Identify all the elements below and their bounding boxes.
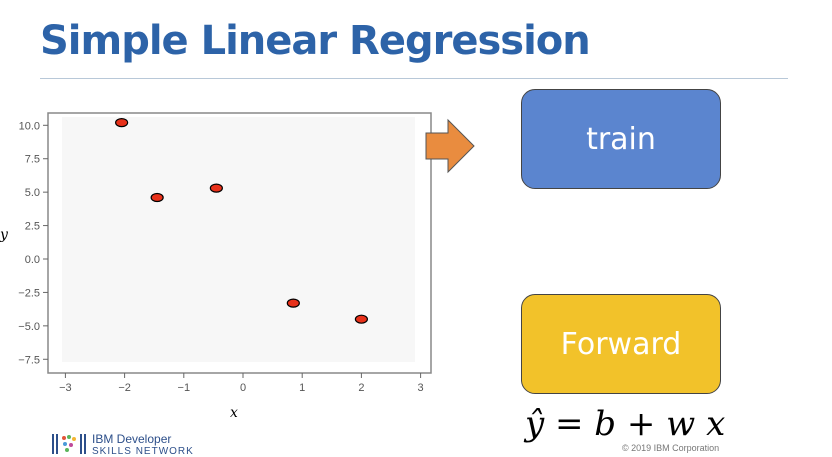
equation: ŷ = b + w x [525,404,726,444]
forward-box: Forward [521,294,721,394]
title-divider [40,78,788,79]
x-tick-label: −2 [118,382,131,394]
y-axis-label: y [0,227,9,243]
scatter-plot: −3 −2 −1 0 1 2 3 10.0 7.5 5.0 2.5 0.0 −2.5 −5.0 −7.5 x… [0,112,475,420]
data-point [115,118,129,128]
logo-line2: SKILLS NETWORK [92,446,194,457]
data-point [354,314,368,324]
y-tick-label: −2.5 [18,287,40,299]
data-point [286,298,300,308]
x-tick-label: 0 [240,382,246,394]
arrow-right-icon [425,118,475,174]
x-tick-label: 3 [418,382,424,394]
ibm-logo: IBM Developer SKILLS NETWORK [52,432,194,457]
logo-line1: IBM Developer [92,432,172,446]
logo-icon [52,434,86,454]
data-point [150,192,164,203]
x-tick-label: −1 [178,382,191,394]
y-tick-label: 5.0 [25,187,40,199]
y-tick-label: −7.5 [18,354,40,366]
y-tick-label: 0.0 [25,254,40,266]
copyright: © 2019 IBM Corporation [622,443,720,453]
x-tick-label: −3 [59,382,72,394]
plot-area [62,117,415,362]
y-tick-label: 10.0 [19,120,40,132]
y-tick-label: 7.5 [25,154,40,166]
y-tick-label: 2.5 [25,221,40,233]
train-box: train [521,89,721,189]
data-point [209,183,223,193]
y-tick-label: −5.0 [18,321,40,333]
x-tick-label: 2 [358,382,364,394]
slide-title: Simple Linear Regression [40,18,591,64]
x-axis-label: x [230,405,238,420]
x-tick-label: 1 [299,382,305,394]
